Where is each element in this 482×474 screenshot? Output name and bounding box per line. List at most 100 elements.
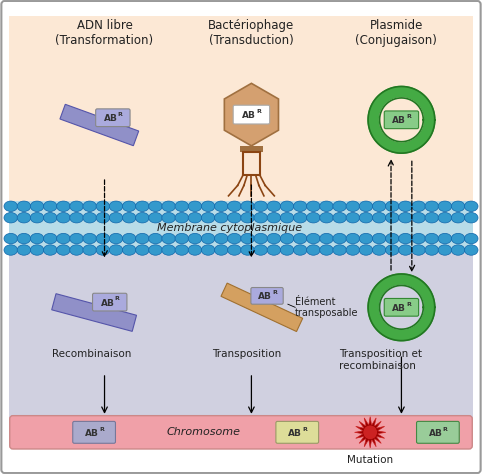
Ellipse shape [17,212,31,223]
Ellipse shape [254,233,268,244]
Ellipse shape [4,245,17,255]
Ellipse shape [149,212,162,223]
Ellipse shape [307,212,320,223]
Bar [9,201,473,253]
Ellipse shape [241,201,254,211]
Ellipse shape [294,212,307,223]
FancyBboxPatch shape [93,293,127,311]
Ellipse shape [135,245,149,255]
Ellipse shape [201,233,215,244]
Ellipse shape [346,212,360,223]
Text: AB: AB [288,429,302,438]
Ellipse shape [386,212,399,223]
Ellipse shape [346,201,360,211]
Ellipse shape [228,245,241,255]
Ellipse shape [109,212,123,223]
Text: AB: AB [85,429,99,438]
Text: R: R [115,296,120,301]
Ellipse shape [30,245,44,255]
Ellipse shape [83,245,96,255]
Polygon shape [52,294,136,331]
Ellipse shape [267,201,281,211]
Ellipse shape [30,212,44,223]
Text: R: R [256,109,261,114]
Ellipse shape [254,212,268,223]
Polygon shape [379,285,423,329]
FancyBboxPatch shape [10,416,472,449]
Ellipse shape [4,212,17,223]
Ellipse shape [438,212,452,223]
Ellipse shape [294,245,307,255]
Ellipse shape [346,245,360,255]
Ellipse shape [241,233,254,244]
Ellipse shape [70,233,83,244]
Ellipse shape [373,212,386,223]
Text: Transposition: Transposition [212,349,281,359]
Ellipse shape [214,245,228,255]
Ellipse shape [307,201,320,211]
FancyBboxPatch shape [95,109,130,127]
Ellipse shape [386,201,399,211]
Ellipse shape [333,201,347,211]
Text: R: R [443,427,448,432]
Ellipse shape [162,212,175,223]
Ellipse shape [267,212,281,223]
Ellipse shape [4,201,17,211]
Ellipse shape [399,212,412,223]
Ellipse shape [359,245,373,255]
Ellipse shape [254,201,268,211]
Ellipse shape [451,233,465,244]
Text: Transposition et
recombinaison: Transposition et recombinaison [339,349,422,371]
Text: AB: AB [104,114,118,123]
Ellipse shape [83,233,96,244]
Polygon shape [379,98,423,142]
Polygon shape [355,417,386,448]
Ellipse shape [214,201,228,211]
Ellipse shape [201,201,215,211]
Ellipse shape [307,233,320,244]
Ellipse shape [465,212,478,223]
Ellipse shape [451,245,465,255]
Text: Chromosome: Chromosome [166,428,241,438]
Ellipse shape [175,212,188,223]
Ellipse shape [201,212,215,223]
Ellipse shape [267,233,281,244]
Ellipse shape [56,212,70,223]
Text: R: R [118,112,122,117]
FancyBboxPatch shape [233,105,269,124]
FancyBboxPatch shape [384,299,419,316]
Text: AB: AB [429,429,443,438]
Ellipse shape [465,201,478,211]
Ellipse shape [17,201,31,211]
Ellipse shape [70,245,83,255]
Ellipse shape [188,212,202,223]
Text: Recombinaison: Recombinaison [53,349,132,359]
Ellipse shape [214,212,228,223]
Ellipse shape [320,233,333,244]
Ellipse shape [228,201,241,211]
Ellipse shape [122,201,136,211]
Bar [9,16,473,201]
Ellipse shape [333,245,347,255]
Ellipse shape [320,201,333,211]
Ellipse shape [320,245,333,255]
Ellipse shape [294,201,307,211]
Ellipse shape [280,233,294,244]
Ellipse shape [214,233,228,244]
Ellipse shape [149,201,162,211]
Ellipse shape [83,201,96,211]
Bar [9,253,473,420]
Ellipse shape [320,212,333,223]
FancyBboxPatch shape [276,421,319,443]
Text: R: R [302,427,307,432]
Ellipse shape [17,233,31,244]
Ellipse shape [451,201,465,211]
Text: R: R [406,301,411,307]
Polygon shape [224,83,279,146]
Ellipse shape [56,233,70,244]
Ellipse shape [162,201,175,211]
Ellipse shape [43,233,57,244]
Ellipse shape [109,201,123,211]
Ellipse shape [188,245,202,255]
Ellipse shape [56,245,70,255]
